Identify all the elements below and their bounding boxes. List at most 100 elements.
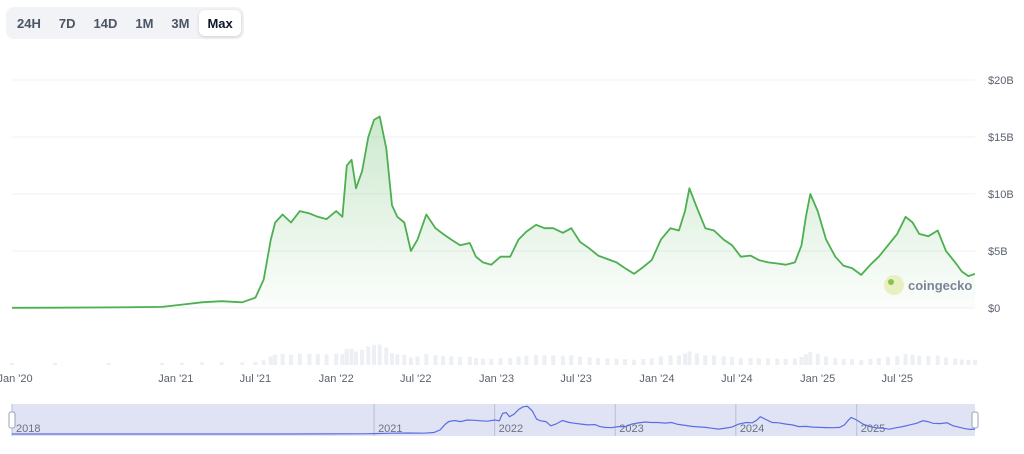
- volume-bar: [560, 355, 565, 365]
- volume-bar: [959, 359, 964, 365]
- volume-bar: [903, 354, 908, 365]
- volume-bar: [641, 359, 646, 365]
- navigator[interactable]: 2018 2021 2022 2023 2024 2025: [8, 404, 979, 436]
- y-tick-label: $0: [988, 303, 1000, 315]
- volume-bar: [402, 354, 407, 365]
- volume-bar: [366, 346, 371, 365]
- volume-bar: [683, 353, 688, 365]
- volume-bar: [551, 355, 556, 365]
- range-tab-3m[interactable]: 3M: [163, 10, 197, 36]
- volume-bar: [876, 358, 881, 365]
- volume-bar: [377, 344, 382, 365]
- volume-bar: [649, 358, 654, 365]
- x-tick-label: Jan '20: [0, 373, 33, 385]
- volume-bar: [824, 356, 829, 365]
- volume-bar: [703, 355, 708, 365]
- volume-bar: [280, 353, 285, 365]
- volume-bar: [353, 351, 358, 365]
- volume-bar: [944, 357, 949, 365]
- volume-bar: [268, 356, 273, 365]
- volume-bar: [730, 356, 735, 365]
- y-axis-labels: $0 $5B $10B $15B $20B: [988, 75, 1014, 315]
- volume-bar: [253, 362, 258, 365]
- volume-bar: [307, 353, 312, 365]
- volume-bar: [712, 355, 717, 365]
- x-axis-labels: Jan '20 Jan '21 Jul '21 Jan '22 Jul '22 Jan '…: [0, 373, 913, 385]
- volume-bar: [973, 359, 977, 365]
- chart-line: [11, 115, 976, 309]
- volume-bar: [578, 356, 583, 365]
- navigator-handle-left[interactable]: [8, 411, 16, 429]
- range-tab-max[interactable]: Max: [199, 10, 241, 36]
- volume-bar: [687, 351, 692, 365]
- volume-bar: [180, 362, 185, 365]
- volume-bars: [10, 344, 977, 365]
- x-tick-label: Jan '21: [158, 373, 193, 385]
- volume-bar: [424, 353, 429, 365]
- volume-bar: [480, 358, 485, 365]
- range-tab-1m[interactable]: 1M: [127, 10, 161, 36]
- volume-bar: [349, 348, 354, 365]
- volume-bar: [676, 355, 681, 365]
- volume-bar: [534, 354, 539, 365]
- volume-bar: [766, 358, 771, 365]
- volume-bar: [668, 355, 673, 365]
- volume-bar: [261, 360, 266, 365]
- navigator-line: [12, 405, 976, 435]
- chart-area-fill: [12, 116, 975, 308]
- volume-bar: [910, 354, 915, 365]
- volume-bar: [596, 357, 601, 365]
- x-tick-label: Jul '22: [400, 373, 431, 385]
- volume-bar: [106, 362, 111, 365]
- navigator-tick-label: 2021: [378, 423, 402, 435]
- volume-bar: [542, 355, 547, 365]
- volume-bar: [721, 356, 726, 365]
- volume-bar: [390, 353, 395, 365]
- volume-bar: [799, 356, 804, 365]
- volume-bar: [384, 347, 389, 365]
- volume-bar: [53, 362, 58, 365]
- volume-bar: [334, 353, 339, 365]
- volume-bar: [849, 359, 854, 365]
- volume-bar: [605, 358, 610, 365]
- volume-bar: [792, 358, 797, 365]
- volume-bar: [440, 355, 445, 365]
- navigator-tick-label: 2022: [499, 423, 523, 435]
- volume-bar: [315, 354, 320, 365]
- volume-bar: [297, 353, 302, 365]
- volume-bar: [886, 356, 891, 365]
- range-tab-7d[interactable]: 7D: [51, 10, 84, 36]
- volume-bar: [415, 356, 420, 365]
- navigator-handle-right[interactable]: [971, 411, 979, 429]
- x-tick-label: Jul '21: [240, 373, 271, 385]
- range-tab-14d[interactable]: 14D: [85, 10, 125, 36]
- watermark: coingecko: [884, 275, 972, 295]
- y-tick-label: $10B: [988, 189, 1014, 201]
- volume-bar: [508, 358, 513, 365]
- volume-bar: [433, 355, 438, 365]
- y-tick-label: $15B: [988, 132, 1014, 144]
- volume-bar: [273, 354, 278, 365]
- volume-bar: [395, 354, 400, 365]
- volume-bar: [614, 358, 619, 365]
- volume-bar: [372, 344, 377, 365]
- volume-bar: [833, 358, 838, 365]
- gecko-eye: [888, 279, 894, 285]
- x-tick-label: Jul '24: [721, 373, 752, 385]
- x-tick-label: Jul '23: [560, 373, 591, 385]
- volume-bar: [449, 356, 454, 365]
- volume-bar: [926, 356, 931, 365]
- volume-bar: [524, 355, 529, 365]
- volume-bar: [815, 353, 820, 365]
- volume-bar: [841, 358, 846, 365]
- navigator-tick-label: 2018: [16, 423, 40, 435]
- volume-bar: [935, 355, 940, 365]
- volume-bar: [10, 362, 14, 365]
- volume-bar: [694, 353, 699, 365]
- volume-bar: [658, 356, 663, 365]
- volume-bar: [895, 355, 900, 365]
- time-range-selector: 24H 7D 14D 1M 3M Max: [6, 7, 244, 39]
- volume-bar: [859, 359, 864, 365]
- range-tab-24h[interactable]: 24H: [9, 10, 49, 36]
